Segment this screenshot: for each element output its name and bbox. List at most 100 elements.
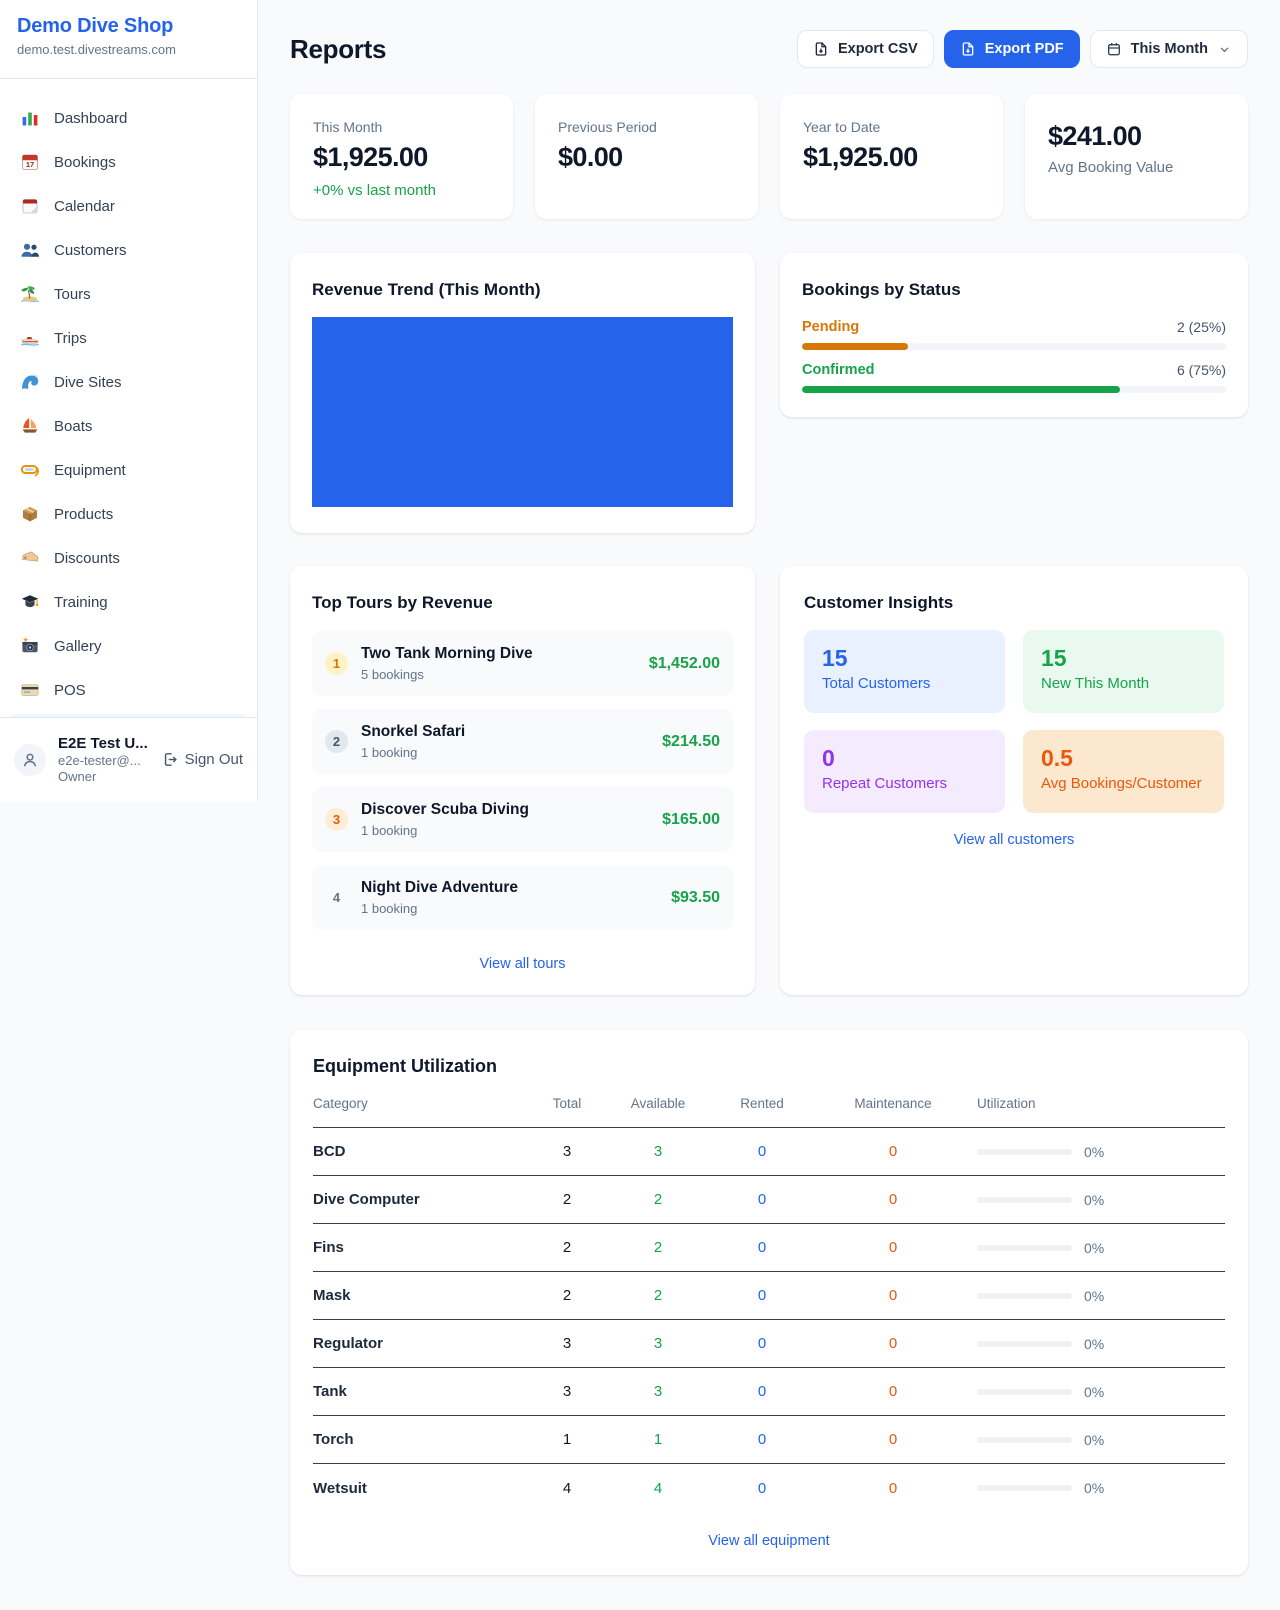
sidebar-item-label: Discounts (54, 549, 120, 567)
period-select[interactable]: This Month (1089, 30, 1248, 68)
stat-label: Previous Period (558, 119, 657, 135)
sidebar-item-discounts[interactable]: Discounts (8, 538, 249, 578)
equipment-total: 2 (562, 1287, 572, 1304)
view-all-equipment-link[interactable]: View all equipment (708, 1533, 830, 1549)
sidebar-item-pos[interactable]: POS (8, 670, 249, 710)
sign-out-icon (164, 753, 177, 766)
tear-off-calendar-icon (22, 199, 38, 214)
equipment-rented: 0 (757, 1191, 767, 1208)
sidebar-item-label: Equipment (54, 461, 126, 479)
equipment-available: 3 (653, 1143, 663, 1160)
equipment-category: Tank (313, 1383, 347, 1400)
tour-bookings: 1 booking (361, 745, 418, 760)
stat-value: $1,925.00 (803, 142, 918, 172)
view-all-tours-link[interactable]: View all tours (479, 956, 566, 972)
sidebar-item-label: Dive Sites (54, 373, 122, 391)
header-actions: Export CSV Export PDF This Month (796, 30, 1248, 68)
stat-label: This Month (313, 119, 383, 135)
sidebar-item-training[interactable]: Training (8, 582, 249, 622)
top-tours-card: Top Tours by Revenue 1 Two Tank Morning … (290, 566, 755, 995)
export-pdf-label: Export PDF (984, 41, 1064, 57)
equipment-category: Dive Computer (313, 1191, 420, 1208)
rank-badge: 1 (325, 652, 348, 675)
equipment-utilization: 0% (967, 1432, 1225, 1448)
tour-amount: $214.50 (662, 732, 720, 750)
top-tours-list: 1 Two Tank Morning Dive 5 bookings $1,45… (312, 631, 733, 930)
equipment-category: Regulator (313, 1335, 384, 1352)
sidebar-item-dive-sites[interactable]: Dive Sites (8, 362, 249, 402)
tour-amount: $165.00 (662, 810, 720, 828)
sidebar-item-label: Calendar (54, 197, 115, 215)
sidebar-item-bookings[interactable]: 17 Bookings (8, 142, 249, 182)
sidebar-item-products[interactable]: Products (8, 494, 249, 534)
table-row: Wetsuit 4 4 0 0 0% (313, 1464, 1225, 1512)
stat-value: $0.00 (558, 142, 623, 172)
sailboat-icon (22, 418, 38, 433)
tour-row: 1 Two Tank Morning Dive 5 bookings $1,45… (312, 631, 733, 696)
equipment-total: 3 (562, 1383, 572, 1400)
utilization-pct: 0% (1084, 1383, 1105, 1400)
equipment-maintenance: 0 (888, 1287, 898, 1304)
sidebar-item-boats[interactable]: Boats (8, 406, 249, 446)
column-header: Category (313, 1096, 368, 1111)
tag-icon (22, 551, 39, 562)
tile-label: Avg Bookings/Customer (1041, 775, 1202, 792)
person-icon (23, 753, 37, 766)
tile-value: 15 (822, 645, 848, 671)
sidebar-item-trips[interactable]: Trips (8, 318, 249, 358)
sidebar-item-reports[interactable] (8, 714, 249, 717)
table-row: Regulator 3 3 0 0 0% (313, 1320, 1225, 1368)
utilization-pct: 0% (1084, 1431, 1105, 1448)
equipment-utilization: 0% (967, 1480, 1225, 1496)
tour-amount: $1,452.00 (648, 654, 720, 672)
user-email: e2e-tester@... (58, 753, 141, 768)
utilization-track (977, 1340, 1072, 1347)
sign-out-button[interactable]: Sign Out (162, 751, 243, 768)
table-row: BCD 3 3 0 0 0% (313, 1128, 1225, 1176)
file-download-icon (815, 42, 827, 56)
equipment-rented: 0 (757, 1239, 767, 1256)
bookings-by-status-title: Bookings by Status (802, 280, 961, 299)
tour-name: Two Tank Morning Dive (361, 645, 533, 662)
table-row: Fins 2 2 0 0 0% (313, 1224, 1225, 1272)
sidebar-item-label: Training (54, 593, 108, 611)
utilization-pct: 0% (1084, 1143, 1105, 1160)
equipment-utilization: 0% (967, 1288, 1225, 1304)
export-csv-button[interactable]: Export CSV (796, 30, 934, 68)
equipment-available: 2 (653, 1191, 663, 1208)
shop-name: Demo Dive Shop (17, 15, 174, 37)
stat-label: Avg Booking Value (1048, 159, 1174, 176)
people-icon (21, 243, 40, 257)
stat-value: $241.00 (1048, 121, 1142, 151)
sidebar-nav: Dashboard 17 Bookings Calendar Customers… (0, 80, 257, 717)
equipment-utilization: 0% (967, 1240, 1225, 1256)
tile-label: Repeat Customers (822, 775, 948, 792)
utilization-pct: 0% (1084, 1335, 1105, 1352)
equipment-total: 3 (562, 1335, 572, 1352)
sidebar-item-dashboard[interactable]: Dashboard (8, 98, 249, 138)
speedboat-icon (20, 337, 39, 346)
user-info: E2E Test U... e2e-tester@... Owner (58, 735, 162, 784)
sidebar-item-tours[interactable]: Tours (8, 274, 249, 314)
graduation-cap-icon (21, 595, 39, 608)
equipment-maintenance: 0 (888, 1383, 898, 1400)
equipment-rented: 0 (757, 1431, 767, 1448)
brand: Demo Dive Shop demo.test.divestreams.com (0, 0, 257, 79)
sidebar-item-customers[interactable]: Customers (8, 230, 249, 270)
equipment-utilization-card: Equipment Utilization Category Total Ava… (290, 1030, 1248, 1575)
equipment-category: Fins (313, 1239, 344, 1256)
view-all-customers-link[interactable]: View all customers (953, 832, 1075, 848)
equipment-rented: 0 (757, 1287, 767, 1304)
sidebar-item-calendar[interactable]: Calendar (8, 186, 249, 226)
sidebar-item-label: POS (54, 681, 86, 699)
sidebar-item-gallery[interactable]: Gallery (8, 626, 249, 666)
utilization-pct: 0% (1084, 1239, 1105, 1256)
bookings-by-status-card: Bookings by Status Pending 2 (25%) Confi… (780, 253, 1248, 417)
stat-avg-booking-value: $241.00 Avg Booking Value (1025, 94, 1248, 219)
export-pdf-button[interactable]: Export PDF (943, 30, 1080, 68)
user-role: Owner (58, 769, 97, 784)
table-row: Dive Computer 2 2 0 0 0% (313, 1176, 1225, 1224)
utilization-track (977, 1196, 1072, 1203)
sidebar-item-equipment[interactable]: Equipment (8, 450, 249, 490)
